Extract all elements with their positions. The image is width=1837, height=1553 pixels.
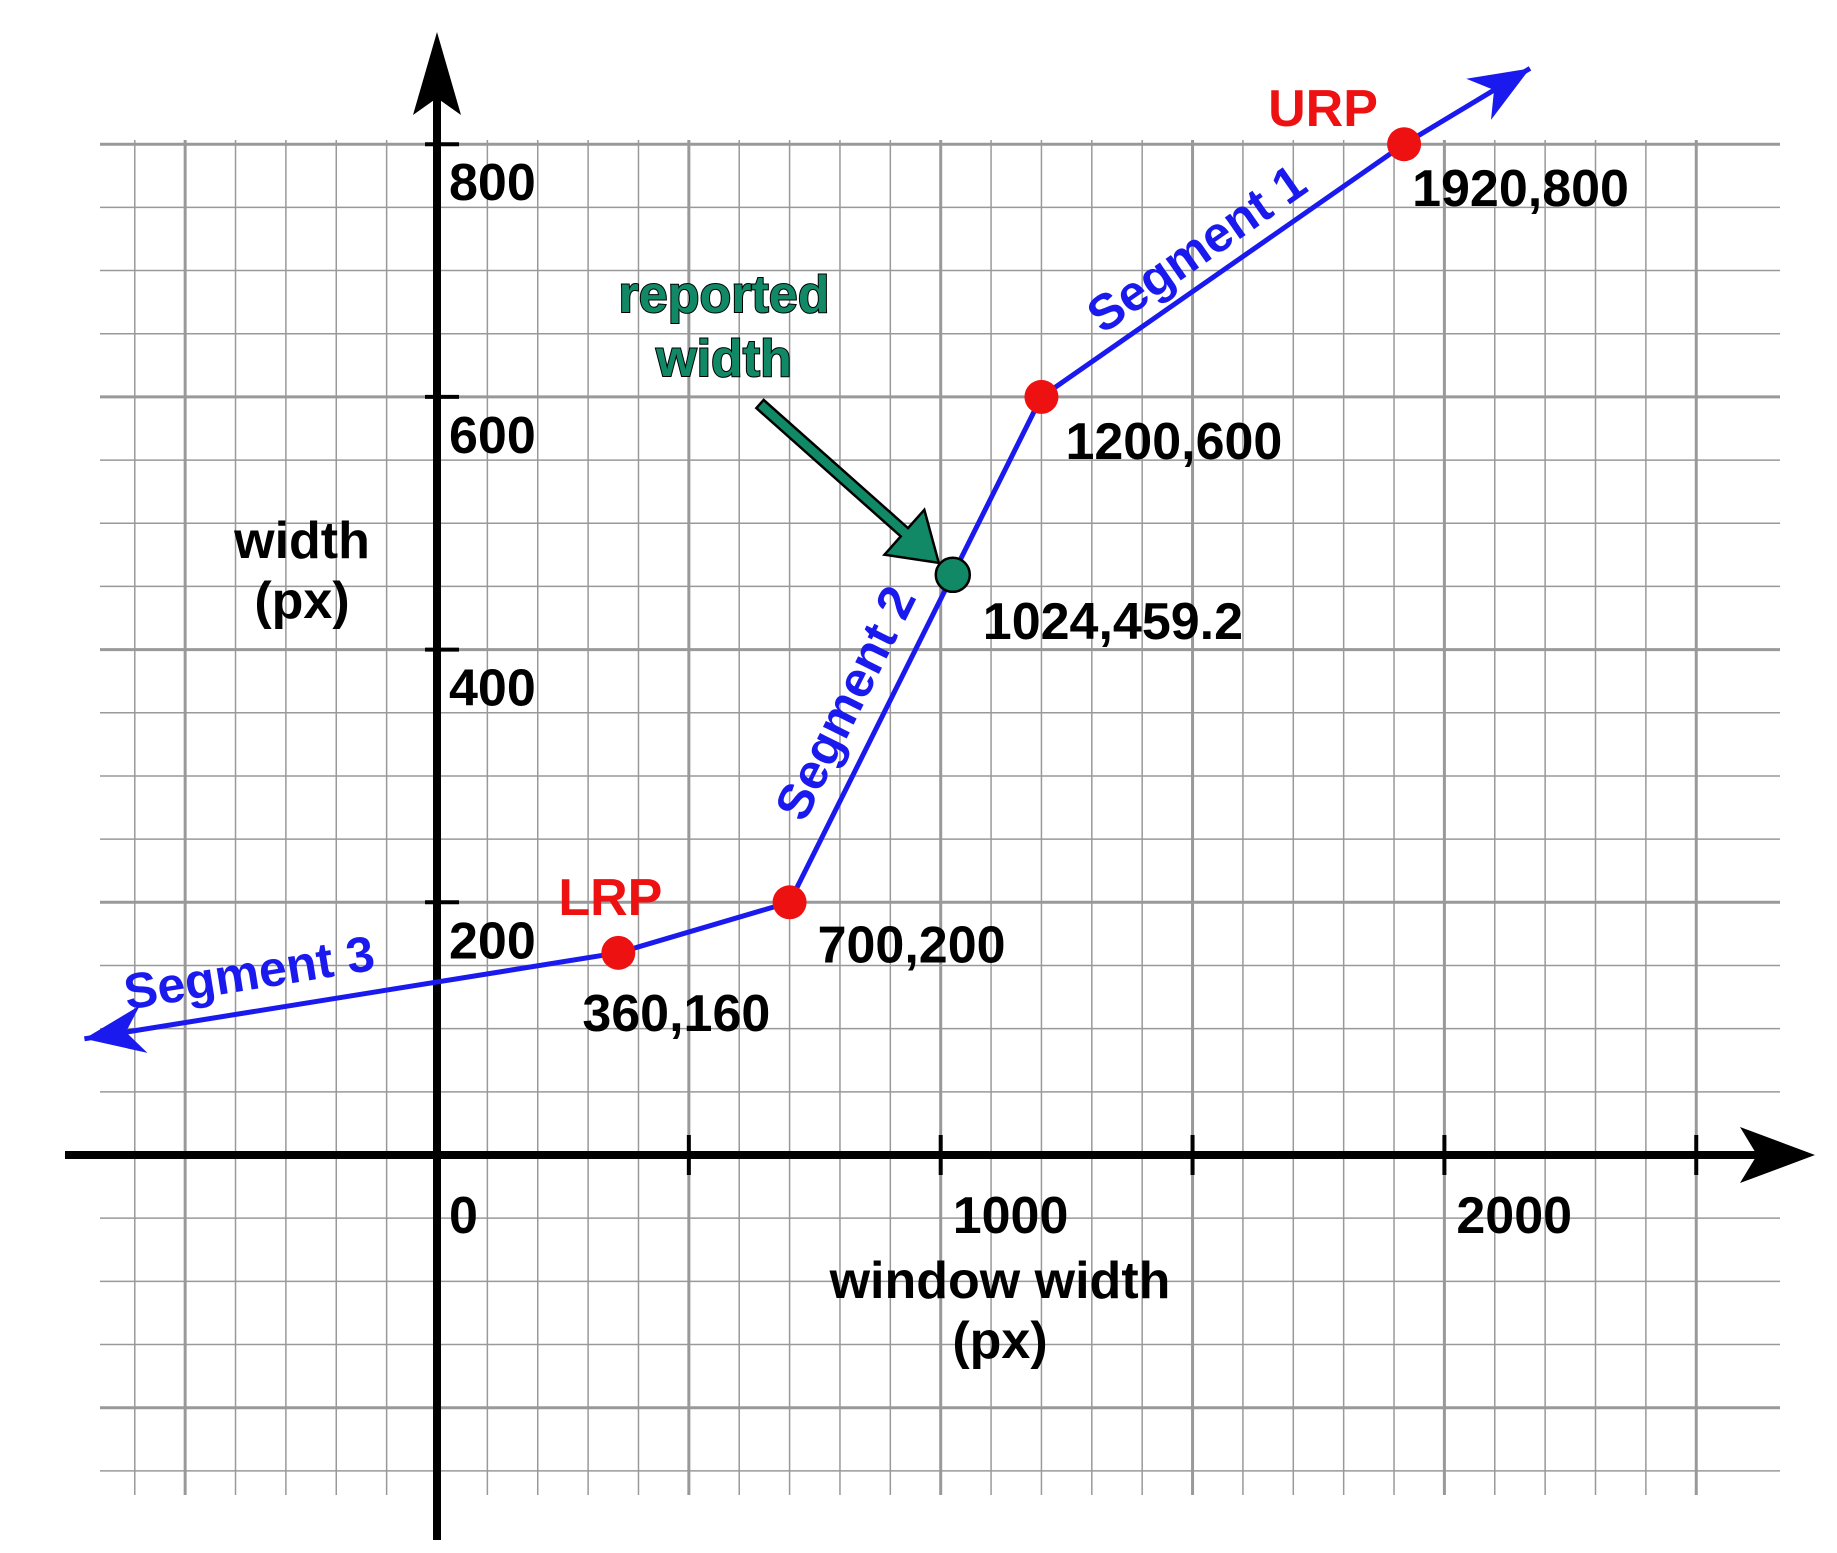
series-line [84,66,1532,1042]
point-label: 1200,600 [1065,413,1282,471]
point-label: 360,160 [582,985,770,1043]
y-axis-arrowhead [413,32,461,115]
data-point [1024,379,1059,414]
x-axis-arrowhead [1740,1127,1815,1183]
x-tick-label: 2000 [1456,1187,1572,1245]
data-point [1387,127,1422,162]
annotation: reported width [618,265,941,565]
annotation-label-line: width [655,330,792,388]
y-tick-label: 600 [449,407,536,465]
point-label: 1024,459.2 [983,593,1243,651]
segment-label: Segment 1 [1077,153,1316,344]
axes [65,32,1815,1540]
data-line [84,66,1532,1053]
reference-label: URP [1268,80,1378,138]
series-arrowhead-right [1466,68,1531,120]
annotation-label: reported width [619,266,830,388]
data-points [601,127,1422,970]
annotation-label-line: reported [619,266,830,324]
x-axis-title-line: window width [829,1252,1171,1310]
data-point [601,935,636,970]
data-point [772,885,807,920]
y-tick-label: 800 [449,154,536,212]
annotation-arrow [754,398,941,565]
x-tick-label: 0 [449,1187,478,1245]
y-tick-label: 200 [449,912,536,970]
y-axis-title: width (px) [233,512,370,630]
data-point [934,556,972,594]
segment-label: Segment 3 [120,925,379,1020]
x-axis-title-line: (px) [952,1312,1047,1370]
y-axis-title-line: width [233,512,370,570]
x-tick-label: 1000 [953,1187,1069,1245]
reference-label: LRP [558,869,662,927]
point-label: 700,200 [818,916,1006,974]
y-tick-label: 400 [449,660,536,718]
series-arrowhead-left [84,1005,148,1053]
x-axis-title: window width (px) [829,1252,1171,1370]
point-label: 1920,800 [1412,160,1629,218]
y-axis-title-line: (px) [254,572,349,630]
